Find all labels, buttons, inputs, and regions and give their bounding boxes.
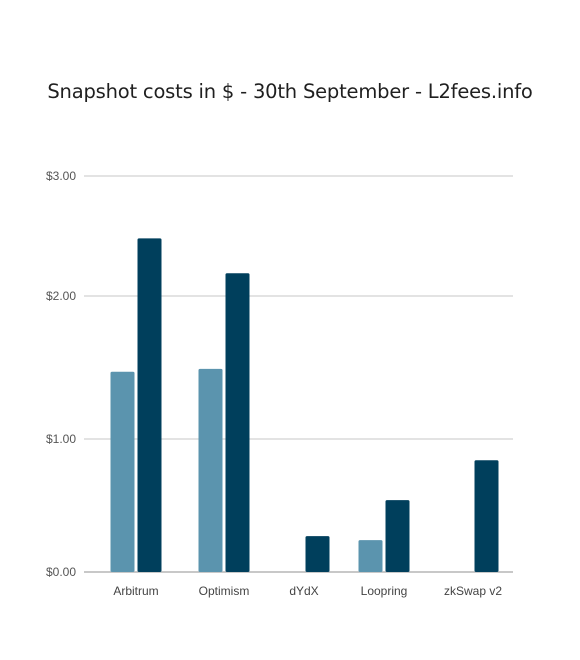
y-tick-label: $1.00: [46, 432, 76, 446]
bar-loopring-series-2: [385, 500, 410, 572]
y-tick-label: $2.00: [46, 289, 76, 303]
y-tick-label: $0.00: [46, 565, 76, 579]
x-axis-category-labels: Arbitrum Optimism dYdX Loopring zkSwap v2: [113, 584, 502, 598]
bar-optimism-series-2: [225, 273, 250, 572]
chart-title: Snapshot costs in $ - 30th September - L…: [47, 80, 533, 103]
bar-dydx-series-2: [305, 536, 330, 572]
x-category-label: Optimism: [199, 584, 250, 598]
y-axis-tick-labels: $0.00 $1.00 $2.00 $3.00: [46, 169, 76, 579]
bar-optimism-series-1: [198, 368, 223, 572]
x-category-label: zkSwap v2: [444, 584, 502, 598]
x-category-label: Loopring: [361, 584, 408, 598]
x-category-label: Arbitrum: [113, 584, 158, 598]
y-tick-label: $3.00: [46, 169, 76, 183]
bar-arbitrum-series-2: [137, 238, 162, 572]
bar-loopring-series-1: [358, 540, 383, 572]
bar-arbitrum-series-1: [110, 371, 135, 572]
bars: [110, 238, 499, 572]
bar-zkswap-v2-series-2: [474, 460, 499, 572]
x-category-label: dYdX: [289, 584, 318, 598]
